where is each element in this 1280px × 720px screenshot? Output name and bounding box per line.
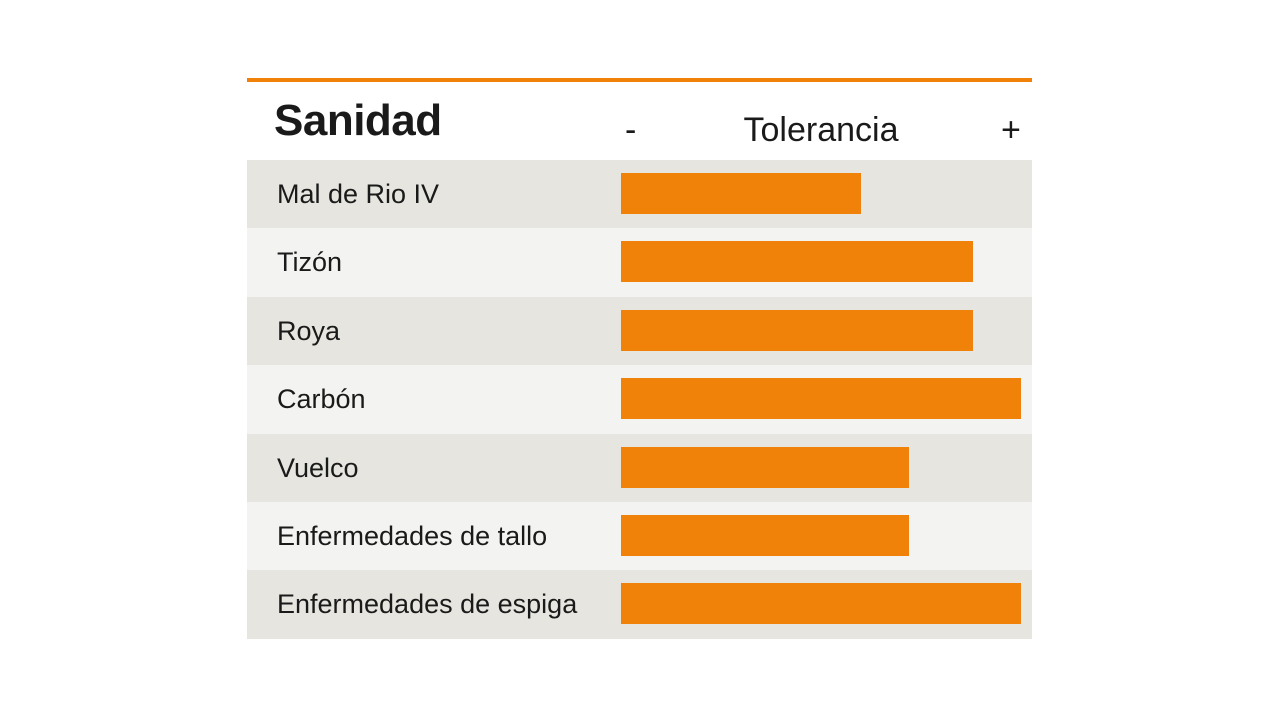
bar-track [621, 446, 1021, 488]
table-row: Roya [247, 296, 1032, 366]
top-rule [247, 78, 1032, 82]
bar-rows: Mal de Rio IV Tizón Roya Carbón Vuelco Enferm… [247, 160, 1032, 639]
table-row: Enfermedades de espiga [247, 570, 1032, 639]
bar-track [621, 583, 1021, 625]
category-label: Enfermedades de tallo [277, 520, 548, 551]
axis-min-label: - [625, 111, 637, 149]
bar-track [621, 378, 1021, 420]
category-label: Enfermedades de espiga [277, 589, 578, 620]
axis-title: Tolerancia [743, 111, 899, 149]
bar-track [621, 514, 1021, 556]
table-row: Vuelco [247, 433, 1032, 502]
tolerance-bar [621, 173, 861, 214]
tolerance-bar [621, 309, 973, 351]
category-label: Tizón [277, 247, 343, 278]
table-row: Enfermedades de tallo [247, 501, 1032, 571]
tolerance-bar [621, 378, 1021, 420]
tolerance-bar [621, 446, 909, 488]
table-row: Mal de Rio IV [247, 160, 1032, 229]
bar-track [621, 173, 1021, 214]
bar-track [621, 309, 1021, 351]
category-label: Carbón [277, 384, 366, 415]
category-label: Vuelco [277, 452, 359, 483]
tolerance-bar [621, 514, 909, 556]
category-label: Roya [277, 315, 341, 346]
bar-track [621, 241, 1021, 283]
table-row: Carbón [247, 365, 1032, 434]
sanidad-chart: Sanidad - Tolerancia + Mal de Rio IV Tizó… [247, 78, 1032, 640]
table-row: Tizón [247, 228, 1032, 297]
tolerance-bar [621, 583, 1021, 625]
axis-max-label: + [1001, 111, 1021, 149]
tolerance-bar [621, 241, 973, 283]
chart-title: Sanidad [274, 96, 442, 145]
category-label: Mal de Rio IV [277, 179, 440, 209]
